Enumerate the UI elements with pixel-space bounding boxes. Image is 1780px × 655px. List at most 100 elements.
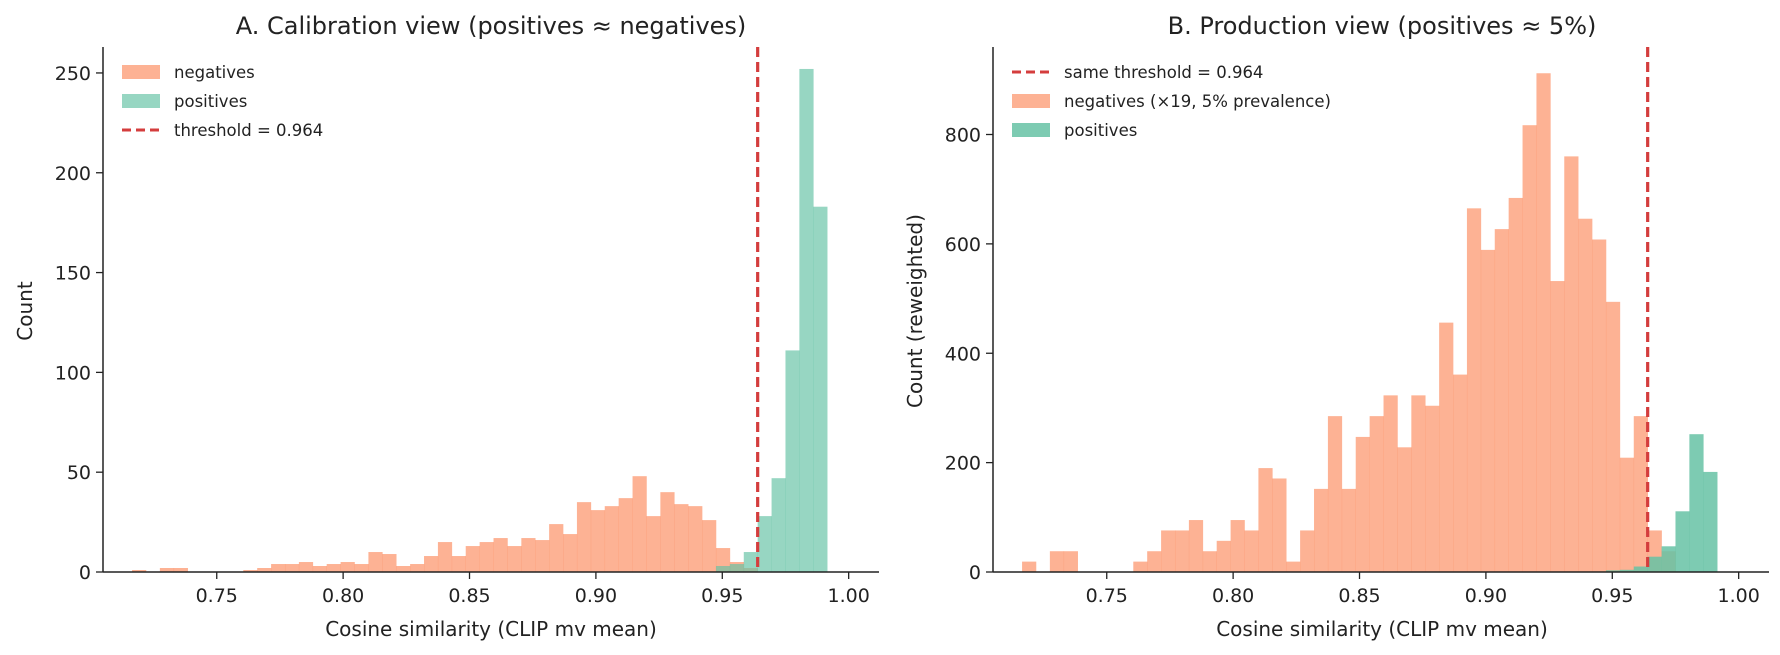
bar-negatives-19-5-prevalence: [1327, 416, 1343, 572]
bar-negatives-19-5-prevalence: [1161, 530, 1176, 572]
bar-negatives-19-5-prevalence: [1188, 520, 1204, 572]
panel-a-legend: negatives positives threshold = 0.964: [122, 63, 323, 140]
panel-a-bars: [132, 68, 828, 573]
bar-negatives: [507, 546, 522, 572]
legend-swatch-positives: [122, 94, 160, 108]
bar-negatives-19-5-prevalence: [1592, 239, 1607, 572]
panel-b-x-ticks: 0.75 0.80 0.85 0.90 0.95 1.00: [1086, 572, 1760, 607]
bar-negatives-19-5-prevalence: [1174, 530, 1190, 572]
bar-negatives: [243, 570, 258, 572]
bar-negatives: [424, 556, 439, 572]
legend-label-negatives: negatives: [174, 63, 255, 82]
legend-label-same-threshold: same threshold = 0.964: [1064, 63, 1263, 82]
bar-negatives-19-5-prevalence: [1439, 322, 1454, 573]
bar-negatives: [257, 568, 272, 572]
panel-a-y-axis-label: Count: [13, 281, 37, 341]
bar-negatives-19-5-prevalence: [1202, 551, 1217, 572]
bar-positives: [743, 552, 758, 572]
bar-negatives-19-5-prevalence: [1133, 561, 1148, 572]
legend-label-threshold: threshold = 0.964: [174, 121, 323, 140]
x-tick-label: 0.80: [322, 585, 364, 607]
legend-swatch-negatives: [122, 65, 160, 79]
x-tick-label: 0.90: [575, 585, 617, 607]
bar-negatives-19-5-prevalence: [1314, 488, 1329, 573]
panel-b-production-view: B. Production view (positives ≈ 5%) 0.75…: [903, 12, 1769, 641]
y-tick-label: 150: [55, 263, 91, 285]
bar-negatives-19-5-prevalence: [1425, 405, 1440, 572]
bar-positives: [1661, 546, 1676, 572]
bar-negatives: [590, 510, 606, 572]
x-tick-label: 0.80: [1212, 585, 1254, 607]
bar-negatives: [437, 542, 453, 572]
bar-negatives: [340, 562, 355, 572]
panel-b-bars: [1022, 73, 1718, 573]
legend-label-negatives-reweighted: negatives (×19, 5% prevalence): [1064, 92, 1331, 111]
y-tick-label: 0: [79, 562, 91, 584]
bar-positives: [1689, 434, 1704, 572]
bar-negatives: [354, 564, 369, 572]
bar-positives: [1703, 471, 1718, 572]
bar-positives: [757, 516, 772, 572]
bar-negatives: [368, 552, 383, 572]
bar-negatives-19-5-prevalence: [1022, 561, 1037, 572]
bar-negatives: [688, 506, 703, 572]
panel-b-title: B. Production view (positives ≈ 5%): [1168, 12, 1597, 40]
bar-positives: [715, 566, 731, 572]
y-tick-label: 200: [945, 453, 981, 475]
bar-negatives-19-5-prevalence: [1147, 551, 1162, 572]
x-tick-label: 1.00: [828, 585, 870, 607]
bar-negatives: [271, 564, 286, 572]
panel-a-x-axis-label: Cosine similarity (CLIP mv mean): [325, 617, 657, 641]
bar-negatives-19-5-prevalence: [1397, 447, 1412, 572]
bar-negatives: [173, 568, 188, 572]
bar-negatives-19-5-prevalence: [1230, 520, 1245, 572]
bar-negatives-19-5-prevalence: [1605, 301, 1621, 572]
legend-swatch-positives-b: [1012, 123, 1050, 137]
panel-b-y-axis-label: Count (reweighted): [903, 214, 927, 408]
bar-negatives: [479, 542, 494, 572]
bar-negatives: [702, 520, 717, 572]
bar-negatives-19-5-prevalence: [1272, 478, 1287, 572]
bar-negatives-19-5-prevalence: [1633, 416, 1648, 572]
bar-negatives: [632, 476, 647, 572]
bar-negatives-19-5-prevalence: [1550, 281, 1565, 572]
panel-a-title: A. Calibration view (positives ≈ negativ…: [236, 12, 747, 40]
y-tick-label: 200: [55, 163, 91, 185]
x-tick-label: 1.00: [1718, 585, 1760, 607]
y-tick-label: 600: [945, 234, 981, 256]
bar-positives: [1647, 556, 1662, 572]
bar-negatives: [493, 538, 508, 572]
bar-negatives-19-5-prevalence: [1466, 208, 1482, 572]
panel-b-legend: same threshold = 0.964 negatives (×19, 5…: [1012, 63, 1331, 140]
bar-positives: [729, 564, 745, 572]
bar-positives: [799, 68, 814, 573]
panel-b-y-ticks: 0 200 400 600 800: [945, 125, 993, 584]
bar-negatives: [382, 554, 397, 572]
x-tick-label: 0.85: [1338, 585, 1380, 607]
bar-negatives: [284, 564, 300, 572]
bar-negatives-19-5-prevalence: [1369, 416, 1384, 572]
panel-b-x-axis-label: Cosine similarity (CLIP mv mean): [1216, 617, 1548, 641]
bar-negatives: [549, 524, 564, 572]
bar-negatives: [521, 538, 536, 572]
bar-negatives-19-5-prevalence: [1383, 395, 1398, 572]
bar-negatives-19-5-prevalence: [1049, 551, 1065, 572]
bar-negatives-19-5-prevalence: [1480, 249, 1496, 572]
bar-positives: [1633, 566, 1648, 572]
legend-label-positives: positives: [174, 92, 247, 111]
bar-negatives: [326, 564, 341, 572]
bar-negatives: [535, 540, 550, 572]
x-tick-label: 0.75: [196, 585, 238, 607]
bar-positives: [785, 350, 800, 572]
bar-negatives-19-5-prevalence: [1355, 436, 1370, 572]
bar-positives: [1605, 570, 1621, 572]
bar-negatives-19-5-prevalence: [1300, 530, 1315, 572]
bar-negatives: [646, 516, 661, 572]
bar-negatives: [660, 492, 675, 572]
bar-negatives-19-5-prevalence: [1522, 125, 1537, 572]
bar-negatives-19-5-prevalence: [1578, 218, 1593, 572]
legend-label-positives-b: positives: [1064, 121, 1137, 140]
bar-positives: [1675, 511, 1690, 572]
bar-negatives: [604, 506, 619, 572]
